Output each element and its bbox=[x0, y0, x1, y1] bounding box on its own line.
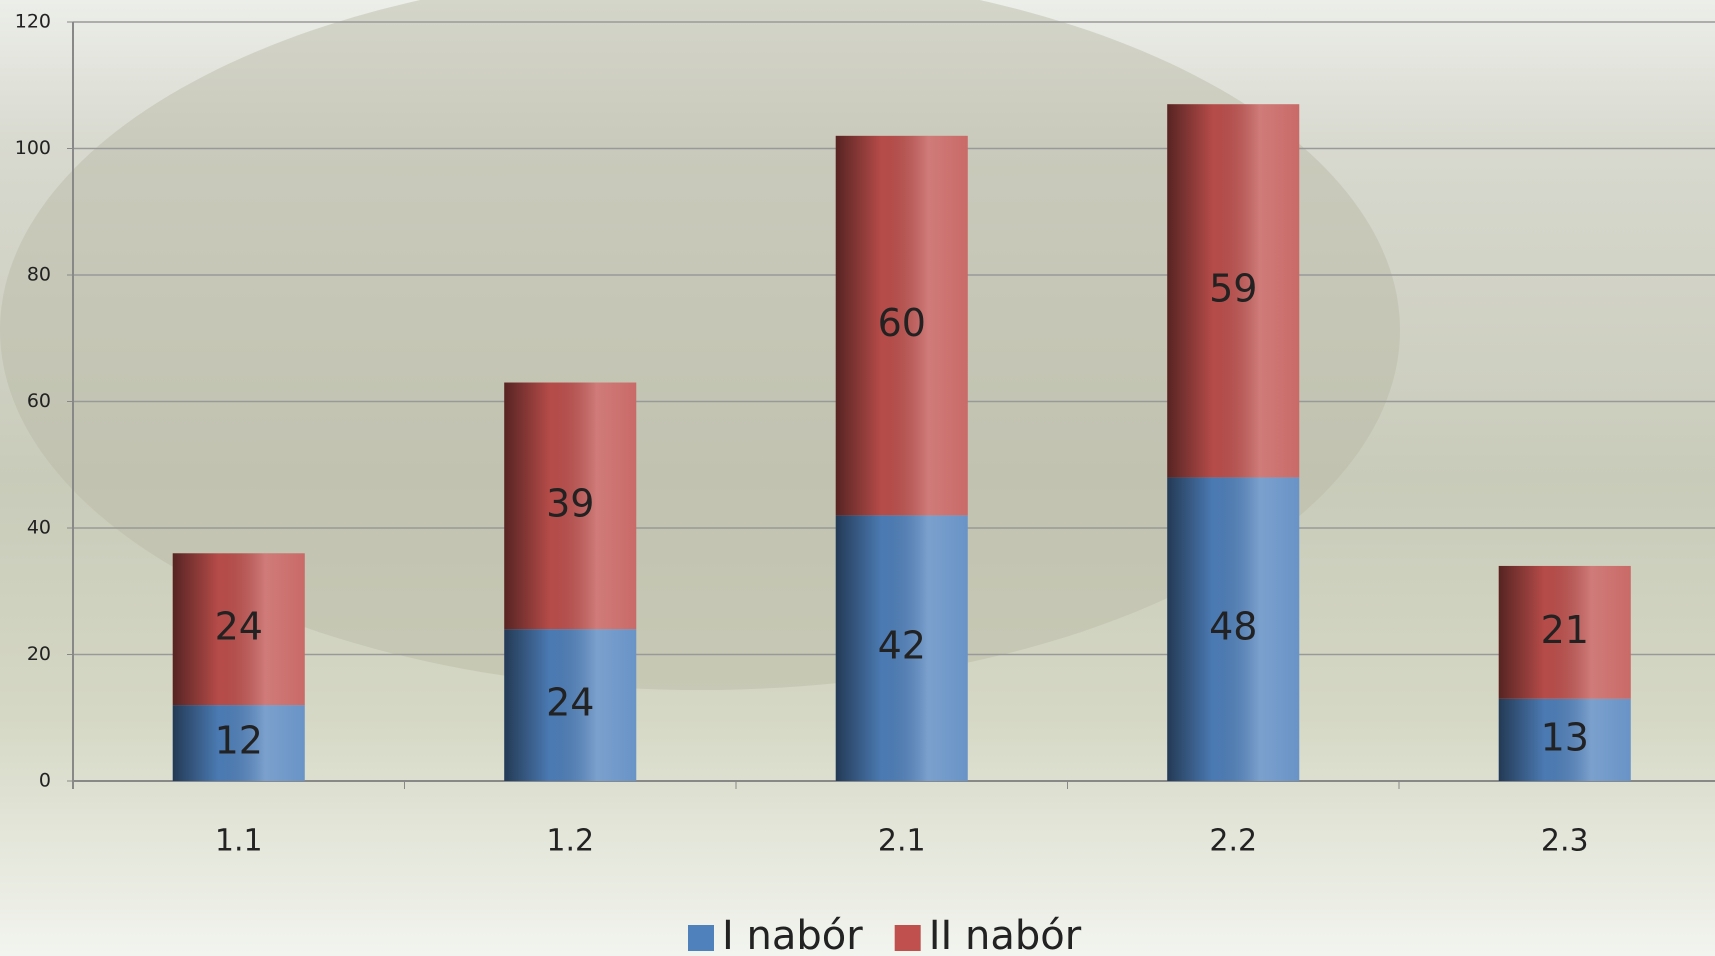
y-tick-label: 60 bbox=[27, 390, 51, 412]
y-tick-label: 100 bbox=[15, 137, 51, 159]
y-tick-label: 0 bbox=[39, 770, 51, 792]
x-tick-label: 2.1 bbox=[878, 824, 926, 859]
data-label: 21 bbox=[1541, 608, 1589, 652]
data-label: 59 bbox=[1209, 266, 1257, 310]
data-label: 39 bbox=[546, 481, 594, 525]
x-tick-label: 1.1 bbox=[215, 824, 263, 859]
data-label: 48 bbox=[1209, 605, 1257, 649]
x-tick-label: 1.2 bbox=[546, 824, 594, 859]
legend-label: I nabór bbox=[722, 913, 863, 956]
data-label: 60 bbox=[878, 301, 926, 345]
data-label: 13 bbox=[1541, 715, 1589, 759]
y-tick-label: 120 bbox=[15, 11, 51, 33]
y-tick-label: 20 bbox=[27, 643, 51, 665]
data-label: 24 bbox=[215, 605, 263, 649]
legend-swatch bbox=[895, 925, 921, 951]
data-label: 12 bbox=[215, 719, 263, 763]
y-tick-label: 40 bbox=[27, 517, 51, 539]
legend-label: II nabór bbox=[929, 913, 1082, 956]
legend-swatch bbox=[688, 925, 714, 951]
y-tick-label: 80 bbox=[27, 264, 51, 286]
x-tick-label: 2.2 bbox=[1209, 824, 1257, 859]
chart: 0 20 40 60 80 100 120 1.1 12 24 1.2 24 39 2.1 42 60 2.2 4… bbox=[0, 0, 1715, 956]
x-tick-label: 2.3 bbox=[1541, 824, 1589, 859]
data-label: 42 bbox=[878, 624, 926, 668]
data-label: 24 bbox=[546, 681, 594, 725]
